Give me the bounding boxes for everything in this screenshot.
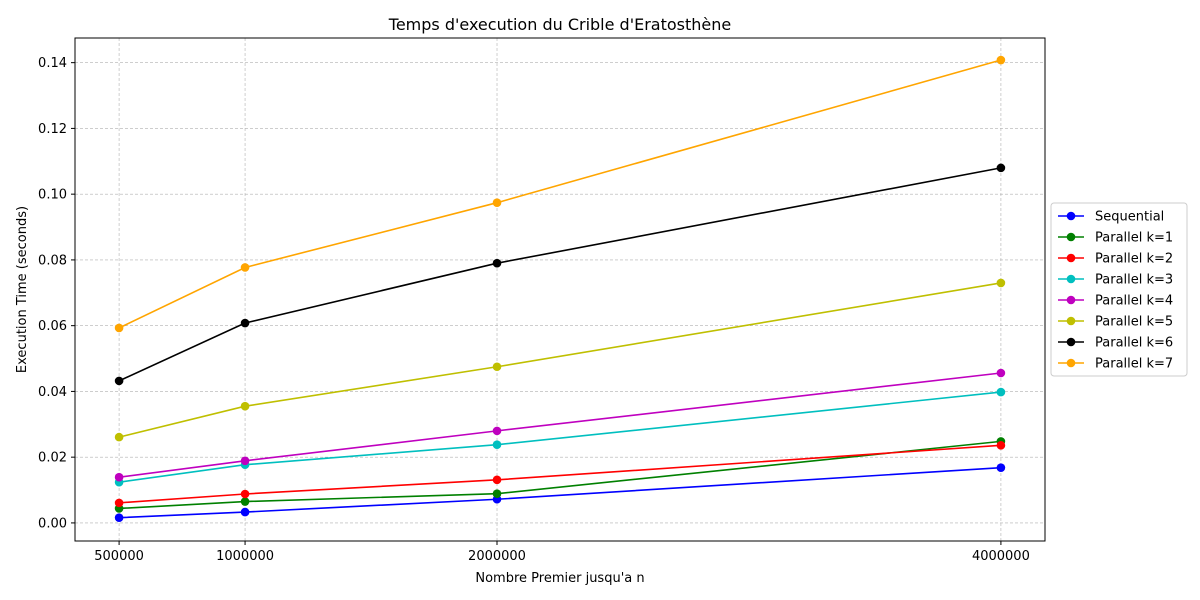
legend-entry: Sequential xyxy=(1058,210,1164,225)
series-parallel-k-5 xyxy=(114,278,1006,442)
data-point xyxy=(240,507,250,517)
data-point xyxy=(492,440,502,449)
legend-label: Parallel k=6 xyxy=(1095,336,1173,351)
legend-label: Sequential xyxy=(1095,210,1164,225)
series-line xyxy=(119,466,1001,519)
legend-label: Parallel k=5 xyxy=(1095,315,1173,330)
data-point xyxy=(114,323,124,333)
legend-marker xyxy=(1066,211,1076,221)
series-line xyxy=(119,440,1001,510)
data-point xyxy=(240,489,250,499)
y-tick-label: 0.02 xyxy=(38,451,67,466)
x-tick-label: 2000000 xyxy=(468,549,526,564)
data-point xyxy=(996,55,1006,65)
data-point xyxy=(114,432,124,442)
series-line xyxy=(118,59,1002,329)
series-line xyxy=(118,391,1001,483)
series-sequential xyxy=(114,463,1006,522)
chart-title: Temps d'execution du Crible d'Eratosthèn… xyxy=(388,15,731,34)
data-point xyxy=(996,463,1006,472)
legend-entry: Parallel k=7 xyxy=(1058,357,1173,372)
legend-entry: Parallel k=1 xyxy=(1058,231,1173,246)
data-point xyxy=(240,263,250,272)
data-point xyxy=(996,368,1006,378)
data-point xyxy=(240,497,250,506)
legend-entry: Parallel k=5 xyxy=(1058,315,1173,330)
legend-label: Parallel k=4 xyxy=(1095,294,1173,309)
grid xyxy=(75,38,1045,541)
series-parallel-k-6 xyxy=(114,163,1006,386)
legend-label: Parallel k=1 xyxy=(1095,231,1173,246)
data-point xyxy=(114,498,124,508)
data-point xyxy=(492,198,502,208)
legend-marker xyxy=(1066,232,1076,242)
legend-entry: Parallel k=2 xyxy=(1058,252,1173,267)
data-point xyxy=(114,513,124,522)
data-point xyxy=(996,163,1006,173)
data-point xyxy=(240,318,250,328)
x-axis-title: Nombre Premier jusqu'a n xyxy=(475,571,644,586)
data-point xyxy=(492,475,502,485)
y-tick-label: 0.10 xyxy=(38,188,67,203)
data-point xyxy=(240,401,250,411)
y-tick-label: 0.08 xyxy=(38,253,67,268)
legend-entry: Parallel k=3 xyxy=(1058,273,1173,288)
legend-label: Parallel k=7 xyxy=(1095,357,1173,372)
data-point xyxy=(240,456,250,466)
legend-marker xyxy=(1066,253,1076,263)
y-tick-label: 0.12 xyxy=(38,122,67,137)
series-line xyxy=(118,282,1002,438)
y-tick-label: 0.14 xyxy=(38,56,67,71)
series-line xyxy=(118,167,1002,382)
x-axis: 500000 1000000 2000000 4000000 xyxy=(94,541,1030,564)
data-point xyxy=(114,376,124,386)
data-point xyxy=(492,426,502,436)
series-group xyxy=(114,55,1006,522)
x-tick-label: 500000 xyxy=(94,549,144,564)
series-line xyxy=(118,372,1002,479)
data-point xyxy=(996,387,1006,397)
data-point xyxy=(492,489,502,498)
series-parallel-k-3 xyxy=(114,387,1006,487)
x-tick-label: 4000000 xyxy=(972,549,1030,564)
legend-label: Parallel k=2 xyxy=(1095,252,1173,267)
data-point xyxy=(114,472,124,482)
legend-marker xyxy=(1066,274,1076,284)
legend-entry: Parallel k=4 xyxy=(1058,294,1173,309)
series-parallel-k-7 xyxy=(114,55,1006,333)
plot-frame xyxy=(74,37,1046,542)
legend-box xyxy=(1050,202,1188,377)
data-point xyxy=(996,278,1006,288)
y-tick-label: 0.04 xyxy=(38,385,67,400)
legend-marker xyxy=(1066,337,1076,347)
y-axis-title: Execution Time (seconds) xyxy=(15,206,30,373)
data-point xyxy=(996,441,1006,450)
legend-entry: Parallel k=6 xyxy=(1058,336,1173,351)
series-parallel-k-2 xyxy=(114,441,1006,508)
legend: Sequential Parallel k=1 Parallel k=2 Parall… xyxy=(1050,202,1188,377)
y-tick-label: 0.00 xyxy=(38,516,67,531)
data-point xyxy=(492,258,502,268)
series-parallel-k-4 xyxy=(114,368,1006,482)
y-tick-label: 0.06 xyxy=(38,319,67,334)
legend-label: Parallel k=3 xyxy=(1095,273,1173,288)
legend-marker xyxy=(1066,316,1076,326)
y-axis: 0.00 0.02 0.04 0.06 0.08 0.10 0.12 0.14 xyxy=(38,56,75,531)
series-line xyxy=(119,444,1001,504)
data-point xyxy=(492,362,502,372)
legend-marker xyxy=(1066,295,1076,305)
x-tick-label: 1000000 xyxy=(216,549,274,564)
legend-marker xyxy=(1066,358,1076,368)
